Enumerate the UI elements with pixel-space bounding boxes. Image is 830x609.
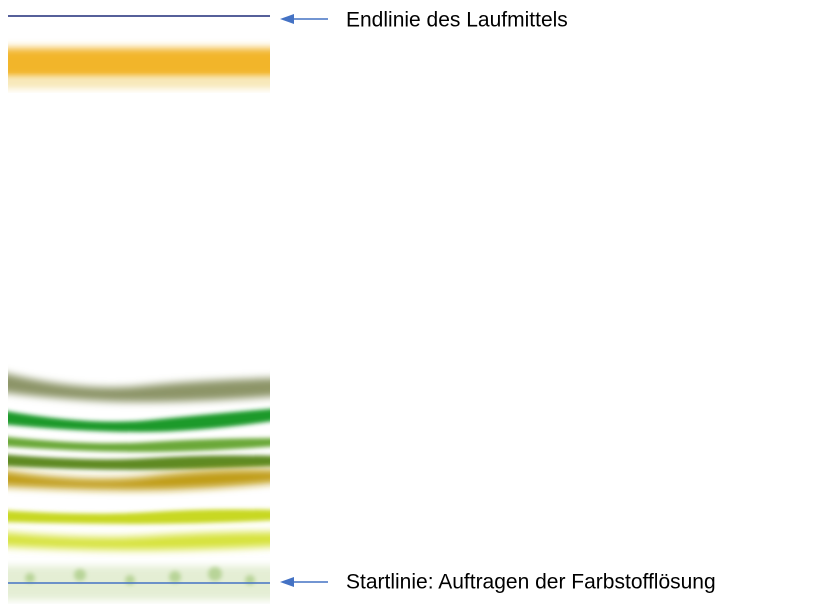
- pigment-band: [0, 408, 280, 432]
- end-line-label: Endlinie des Laufmittels: [346, 9, 568, 32]
- pigment-band: [0, 78, 280, 88]
- pigment-band: [0, 372, 280, 402]
- arrows: [280, 14, 328, 587]
- pigment-band: [0, 436, 280, 452]
- pigment-band: [0, 470, 280, 490]
- pigment-band: [0, 454, 280, 470]
- chromatography-strip: [0, 48, 280, 600]
- arrow-head: [280, 14, 294, 24]
- pigment-band: [0, 532, 280, 550]
- start-line-label: Startlinie: Auftragen der Farbstofflösun…: [346, 571, 716, 594]
- arrow-head: [280, 577, 294, 587]
- pigment-band: [0, 509, 280, 524]
- diagram: Endlinie des Laufmittels Startlinie: Auf…: [0, 0, 830, 604]
- pigment-band: [0, 48, 280, 78]
